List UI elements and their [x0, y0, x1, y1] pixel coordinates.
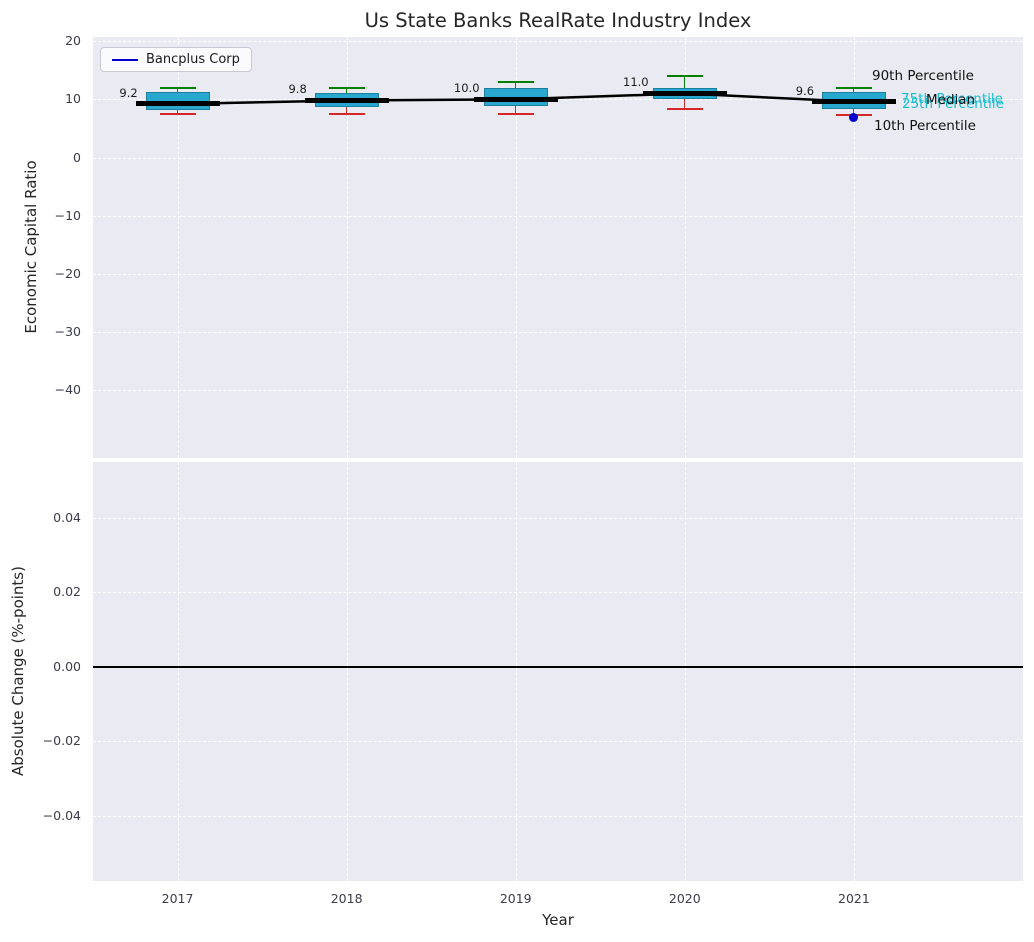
- annotation-90th-percentile: 90th Percentile: [872, 68, 974, 84]
- p90-cap: [159, 86, 196, 89]
- bottom-y-axis-label: Absolute Change (%-points): [9, 566, 27, 776]
- gridline-x: [177, 37, 179, 458]
- gridline-x: [346, 37, 348, 458]
- median-segment: [473, 96, 558, 102]
- gridline-x: [853, 462, 855, 881]
- annotation-10th-percentile: 10th Percentile: [874, 118, 976, 134]
- x-tick-label: 2018: [330, 891, 363, 906]
- annotation-25th-percentile: 25th Percentile: [902, 96, 1004, 112]
- legend: Bancplus Corp: [100, 47, 252, 72]
- whisker-lower-stem: [514, 106, 516, 114]
- gridline-y: [93, 815, 1023, 817]
- gridline-y: [93, 517, 1023, 519]
- y-tick-label: 0.04: [53, 509, 81, 525]
- x-axis-label: Year: [542, 911, 574, 929]
- gridline-y: [93, 741, 1023, 743]
- whisker-upper-stem: [345, 87, 347, 94]
- legend-line-sample: [112, 58, 138, 61]
- x-tick-label: 2019: [499, 891, 532, 906]
- top-y-axis-label: Economic Capital Ratio: [22, 160, 40, 334]
- median-value-label: 9.6: [795, 83, 815, 98]
- annotation-75th-percentile: 75th Percentile: [901, 91, 1003, 107]
- legend-label: Bancplus Corp: [146, 52, 240, 67]
- p10-cap: [666, 108, 703, 111]
- y-tick-label: −10: [54, 207, 81, 223]
- median-segment: [642, 90, 727, 96]
- gridline-y: [93, 390, 1023, 392]
- gridline-x: [853, 37, 855, 458]
- y-tick-label: −0.02: [42, 733, 81, 749]
- x-tick-label: 2021: [838, 891, 870, 906]
- company-point: [849, 112, 859, 122]
- whisker-lower-stem: [345, 107, 347, 114]
- whisker-lower-stem: [176, 109, 178, 115]
- y-tick-label: 10: [65, 91, 81, 107]
- median-segment: [304, 97, 389, 103]
- p90-cap: [666, 75, 703, 77]
- y-tick-label: 0: [73, 149, 81, 165]
- gridline-x: [515, 37, 517, 458]
- gridline-y: [93, 332, 1023, 334]
- gridline-x: [346, 462, 348, 881]
- gridline-y: [93, 41, 1023, 43]
- gridline-x: [684, 37, 686, 458]
- y-tick-label: −30: [54, 324, 81, 340]
- whisker-upper-stem: [514, 81, 516, 88]
- whisker-upper-stem: [684, 76, 686, 88]
- y-tick-label: −0.04: [42, 807, 81, 823]
- median-value-label: 9.2: [119, 85, 138, 100]
- whisker-upper-stem: [853, 87, 855, 92]
- median-value-label: 11.0: [623, 75, 649, 90]
- median-segment: [135, 101, 220, 107]
- p10-cap: [328, 112, 365, 115]
- p90-cap: [497, 80, 534, 83]
- x-tick-label: 2017: [161, 891, 194, 906]
- p90-cap: [835, 86, 872, 89]
- gridline-y: [93, 273, 1023, 275]
- gridline-x: [177, 462, 179, 881]
- gridline-y: [93, 592, 1023, 594]
- zero-line: [93, 666, 1023, 668]
- whisker-lower-stem: [853, 109, 855, 116]
- gridline-x: [684, 462, 686, 881]
- p10-cap: [159, 113, 196, 116]
- gridline-x: [515, 462, 517, 881]
- median-value-label: 10.0: [453, 81, 480, 96]
- chart-title: Us State Banks RealRate Industry Index: [364, 9, 752, 32]
- y-tick-label: 0.00: [53, 658, 81, 674]
- gridline-y: [93, 157, 1023, 159]
- p90-cap: [328, 86, 365, 89]
- gridline-y: [93, 215, 1023, 217]
- p10-cap: [497, 112, 534, 115]
- y-tick-label: −20: [54, 265, 81, 281]
- y-tick-label: 0.02: [53, 584, 81, 600]
- y-tick-label: 20: [65, 33, 81, 49]
- whisker-upper-stem: [176, 87, 178, 93]
- bottom-plot-area: [93, 462, 1023, 881]
- annotation-median: Median: [926, 92, 976, 108]
- y-tick-label: −40: [54, 382, 81, 398]
- x-tick-label: 2020: [668, 891, 701, 906]
- median-segment: [811, 99, 896, 105]
- median-value-label: 9.8: [288, 82, 307, 97]
